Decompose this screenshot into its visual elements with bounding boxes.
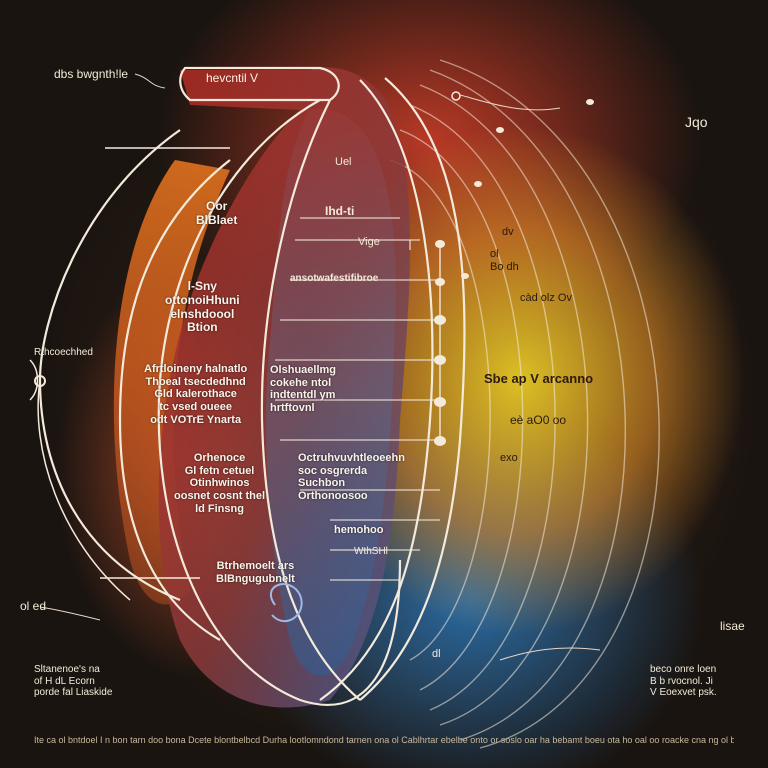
column-heading-5-text: Btrhemoelt ars BlBngugubnelt bbox=[216, 560, 295, 585]
column-heading-1: Oor BlBlaet bbox=[196, 199, 238, 228]
left-footer-block-text: Sltanenoe's na of H dL Ecorn porde fal L… bbox=[34, 664, 113, 698]
arc-2 bbox=[399, 129, 524, 691]
mid-label-8: WthSHl bbox=[354, 546, 388, 557]
mid-label-1: Uel bbox=[335, 156, 352, 168]
swirl-glyph bbox=[269, 583, 303, 622]
node-dot bbox=[586, 99, 594, 105]
rule-lines bbox=[275, 217, 441, 581]
column-heading-5: Btrhemoelt ars BlBngugubnelt bbox=[216, 560, 295, 585]
right-label-4: Sbe ap V arcanno bbox=[484, 371, 594, 386]
heart-outline bbox=[157, 99, 402, 706]
arc-1 bbox=[389, 159, 491, 661]
right-bottom-tag: lisae bbox=[720, 619, 745, 633]
node-dot bbox=[474, 181, 482, 187]
mid-label-6-text: Octruhvuvhtleoeehn soc osgrerda Suchbon … bbox=[298, 452, 405, 502]
left-connector bbox=[37, 379, 131, 601]
mid-label-5: Olshuaellmg cokehe ntol indtentdl ym hrt… bbox=[270, 364, 336, 415]
column-heading-4-text: Orhenoce Gl fetn cetuel Otinhwinos oosne… bbox=[174, 452, 266, 515]
right-footer-block-text: beco onre loen B b rvocnol. Ji V Eoexvet… bbox=[650, 664, 717, 698]
connector-top-right bbox=[459, 94, 561, 111]
left-footer-block: Sltanenoe's na of H dL Ecorn porde fal L… bbox=[34, 664, 112, 699]
top-banner-label: hevcntil V bbox=[206, 71, 259, 85]
node-dot bbox=[434, 436, 446, 446]
node-dots bbox=[434, 99, 594, 446]
left-mid-tag: Rthcoechhed bbox=[34, 347, 93, 358]
right-label-2-text: ol Bo dh bbox=[490, 248, 519, 273]
inner-outline bbox=[260, 99, 361, 701]
right-label-3: càd olz Ov bbox=[520, 292, 572, 304]
connector-lower-left bbox=[39, 606, 101, 621]
concentric-arcs bbox=[389, 59, 660, 749]
column-heading-2: l-Sny ottonoiHhuni elnshdoool Btion bbox=[165, 279, 240, 335]
right-label-1: dv bbox=[502, 226, 514, 238]
outer-left-outline-2 bbox=[118, 159, 231, 641]
mid-label-5-text: Olshuaellmg cokehe ntol indtentdl ym hrt… bbox=[270, 364, 337, 414]
column-heading-3: Afrtloineny halnatlo Thoeal tsecdedhnd G… bbox=[144, 363, 247, 426]
right-footer-block: beco onre loen B b rvocnol. Ji V Eoexvet… bbox=[650, 664, 717, 699]
far-right-outline bbox=[359, 77, 466, 701]
mid-label-7: hemohoo bbox=[334, 524, 384, 536]
right-label-7: dl bbox=[432, 648, 441, 660]
node-dot bbox=[435, 240, 445, 248]
node-dot bbox=[496, 127, 504, 133]
left-node bbox=[34, 375, 46, 387]
column-heading-3-text: Afrtloineny halnatlo Thoeal tsecdedhnd G… bbox=[144, 363, 248, 426]
mid-label-3: Vige bbox=[358, 236, 380, 248]
left-brackets bbox=[29, 147, 230, 601]
column-heading-2-text: l-Sny ottonoiHhuni elnshdoool Btion bbox=[165, 279, 240, 335]
mid-label-6: Octruhvuvhtleoeehn soc osgrerda Suchbon … bbox=[298, 452, 405, 503]
right-inner-outline bbox=[319, 79, 434, 701]
right-label-2: ol Bo dh bbox=[490, 248, 519, 273]
connector-top-left bbox=[134, 73, 166, 89]
connector-lines bbox=[39, 73, 601, 661]
node-dot bbox=[434, 315, 446, 325]
node-dot bbox=[434, 355, 446, 365]
column-heading-4: Orhenoce Gl fetn cetuel Otinhwinos oosne… bbox=[174, 452, 265, 515]
arc-3 bbox=[409, 104, 556, 711]
inner-lobe bbox=[266, 109, 396, 676]
arc-5 bbox=[429, 69, 626, 741]
column-heading-1-text: Oor BlBlaet bbox=[196, 199, 238, 227]
left-bottom-tag: ol ed bbox=[20, 599, 47, 613]
arc-4 bbox=[419, 84, 589, 726]
node-dot bbox=[435, 278, 445, 286]
bracket-mid bbox=[29, 359, 39, 401]
right-label-5: eè aO0 oo bbox=[510, 413, 567, 427]
top-left-tag: dbs bwgnth!le bbox=[54, 67, 129, 81]
node-dot bbox=[434, 397, 446, 407]
node-dot bbox=[461, 273, 469, 279]
mid-label-2: Ihd-ti bbox=[325, 204, 355, 218]
connector-lower-right bbox=[499, 647, 601, 661]
top-right-mark: Jqo bbox=[685, 114, 708, 130]
mid-label-4: ansotwafestifibroe bbox=[290, 273, 379, 284]
footer-caption: Ite ca ol bntdoel I n bon tarn doo bona … bbox=[34, 735, 734, 745]
top-right-node bbox=[451, 91, 461, 101]
right-label-6: exo bbox=[500, 452, 518, 464]
arc-6 bbox=[439, 59, 660, 749]
